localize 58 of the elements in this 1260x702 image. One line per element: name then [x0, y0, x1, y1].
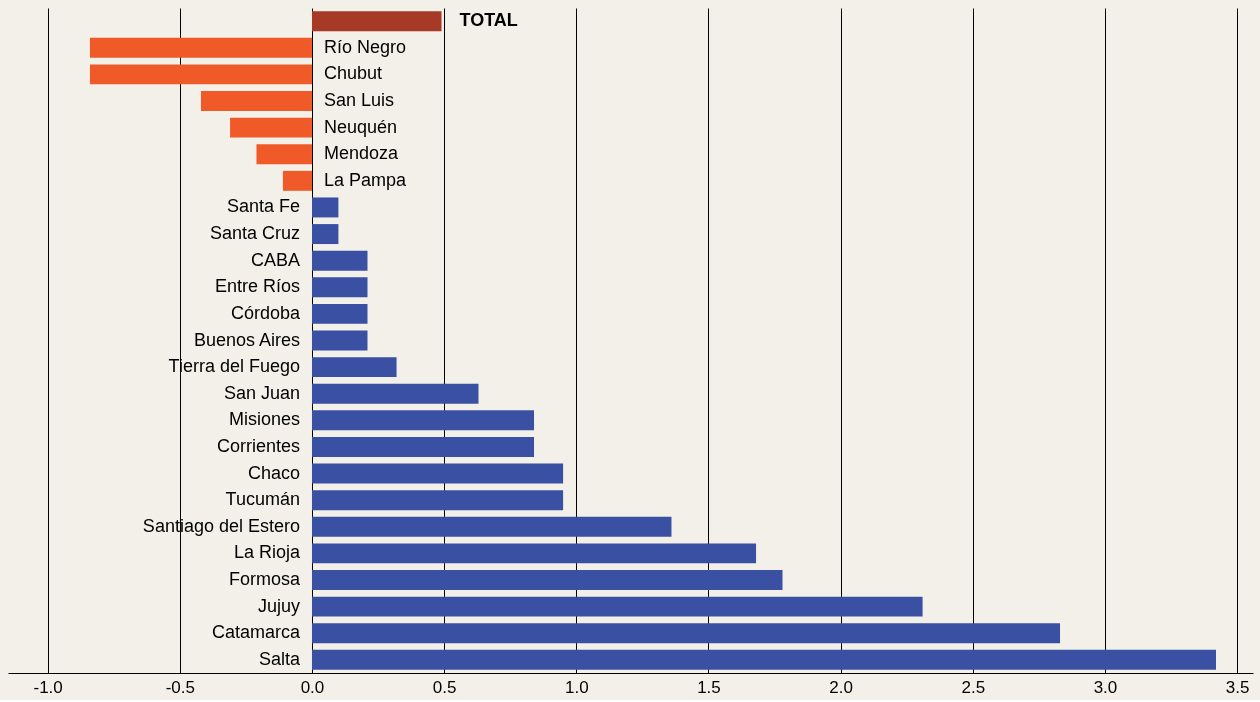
y-tick-label: CABA [250, 249, 300, 270]
x-tick-label: 2.5 [961, 677, 986, 697]
bar [282, 170, 312, 191]
bar [89, 64, 312, 85]
y-tick-label: Misiones [228, 409, 300, 430]
x-tick-label: 3.5 [1225, 677, 1250, 697]
bar [89, 37, 312, 58]
bar [311, 436, 535, 457]
y-tick-label: Corrientes [216, 435, 300, 456]
bar [256, 144, 312, 165]
bar [311, 11, 442, 32]
y-tick-label: Formosa [228, 569, 301, 589]
bar [311, 330, 368, 351]
y-tick-label: Catamarca [211, 622, 301, 643]
y-tick-label: Córdoba [230, 302, 301, 323]
bar [230, 117, 312, 138]
y-tick-label: Neuquén [323, 116, 398, 137]
bar [311, 516, 672, 537]
bar [311, 463, 564, 484]
x-tick-label: 3.0 [1093, 677, 1118, 697]
y-tick-label: Santa Fe [226, 196, 300, 217]
y-tick-label: San Juan [223, 382, 300, 403]
y-tick-label: Mendoza [323, 143, 400, 164]
y-tick-label: Salta [258, 648, 301, 669]
bar [311, 250, 368, 271]
bar [311, 649, 1216, 670]
y-tick-label: San Luis [323, 90, 395, 110]
y-tick-label: Chaco [247, 462, 300, 483]
y-tick-label: La Rioja [233, 542, 301, 563]
x-tick-label: -0.5 [165, 677, 195, 697]
y-tick-label: Río Negro [323, 36, 407, 57]
bar [311, 410, 535, 431]
x-tick-label: 1.0 [564, 677, 589, 697]
x-tick-label: 1.5 [697, 677, 721, 697]
x-tick-label: 0.5 [432, 677, 457, 697]
y-tick-label: TOTAL [459, 10, 518, 31]
bar [311, 303, 368, 324]
y-tick-label: Buenos Aires [193, 329, 300, 350]
y-tick-label: Chubut [323, 63, 383, 84]
y-tick-label: Jujuy [257, 595, 300, 616]
y-tick-label: Tucumán [225, 489, 300, 510]
bar [311, 623, 1061, 644]
bar [311, 596, 923, 617]
bar [311, 224, 339, 245]
bar [311, 570, 783, 590]
bar [311, 490, 564, 511]
bar [311, 277, 368, 298]
bar [311, 197, 339, 218]
y-tick-label: Santa Cruz [209, 223, 300, 244]
y-tick-label: Entre Ríos [214, 276, 300, 297]
bar [311, 357, 397, 378]
bar [311, 383, 479, 404]
bar [200, 91, 312, 111]
x-tick-label: 0.0 [300, 677, 325, 697]
bar [311, 543, 757, 564]
x-tick-label: -1.0 [33, 677, 63, 697]
x-tick-label: 2.0 [829, 677, 853, 697]
y-tick-label: La Pampa [323, 169, 408, 190]
